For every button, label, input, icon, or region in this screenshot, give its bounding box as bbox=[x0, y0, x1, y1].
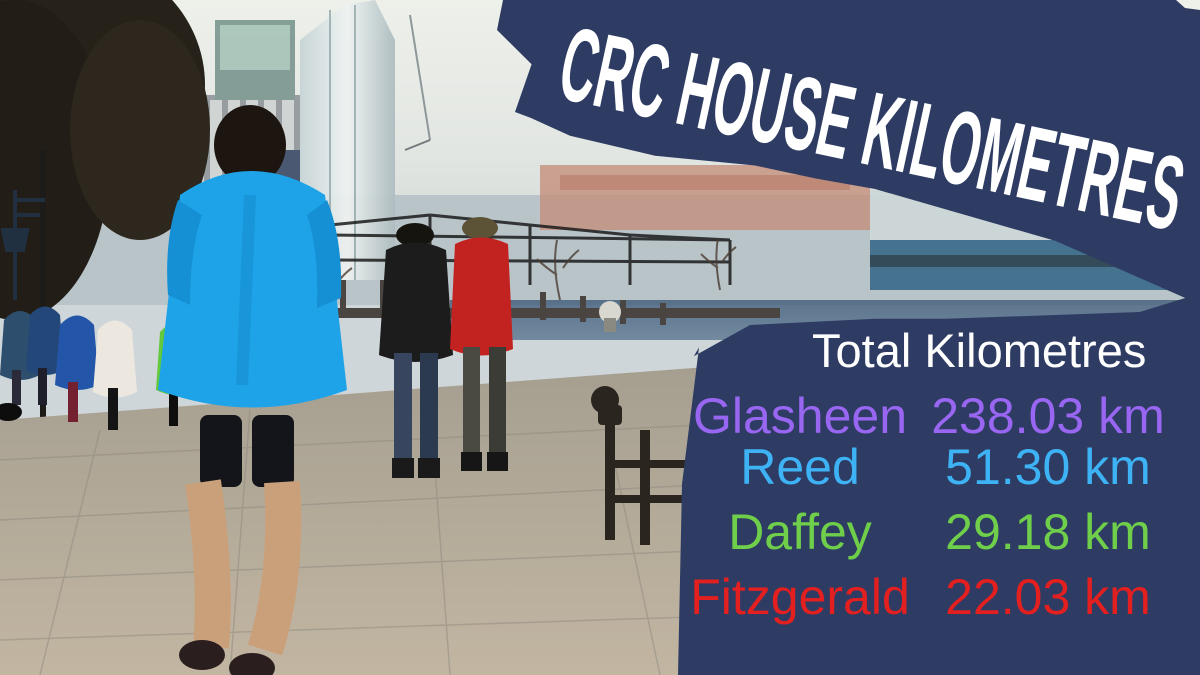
svg-text:CRC HOUSE KILOMETRES: CRC HOUSE KILOMETRES bbox=[550, 6, 1194, 254]
